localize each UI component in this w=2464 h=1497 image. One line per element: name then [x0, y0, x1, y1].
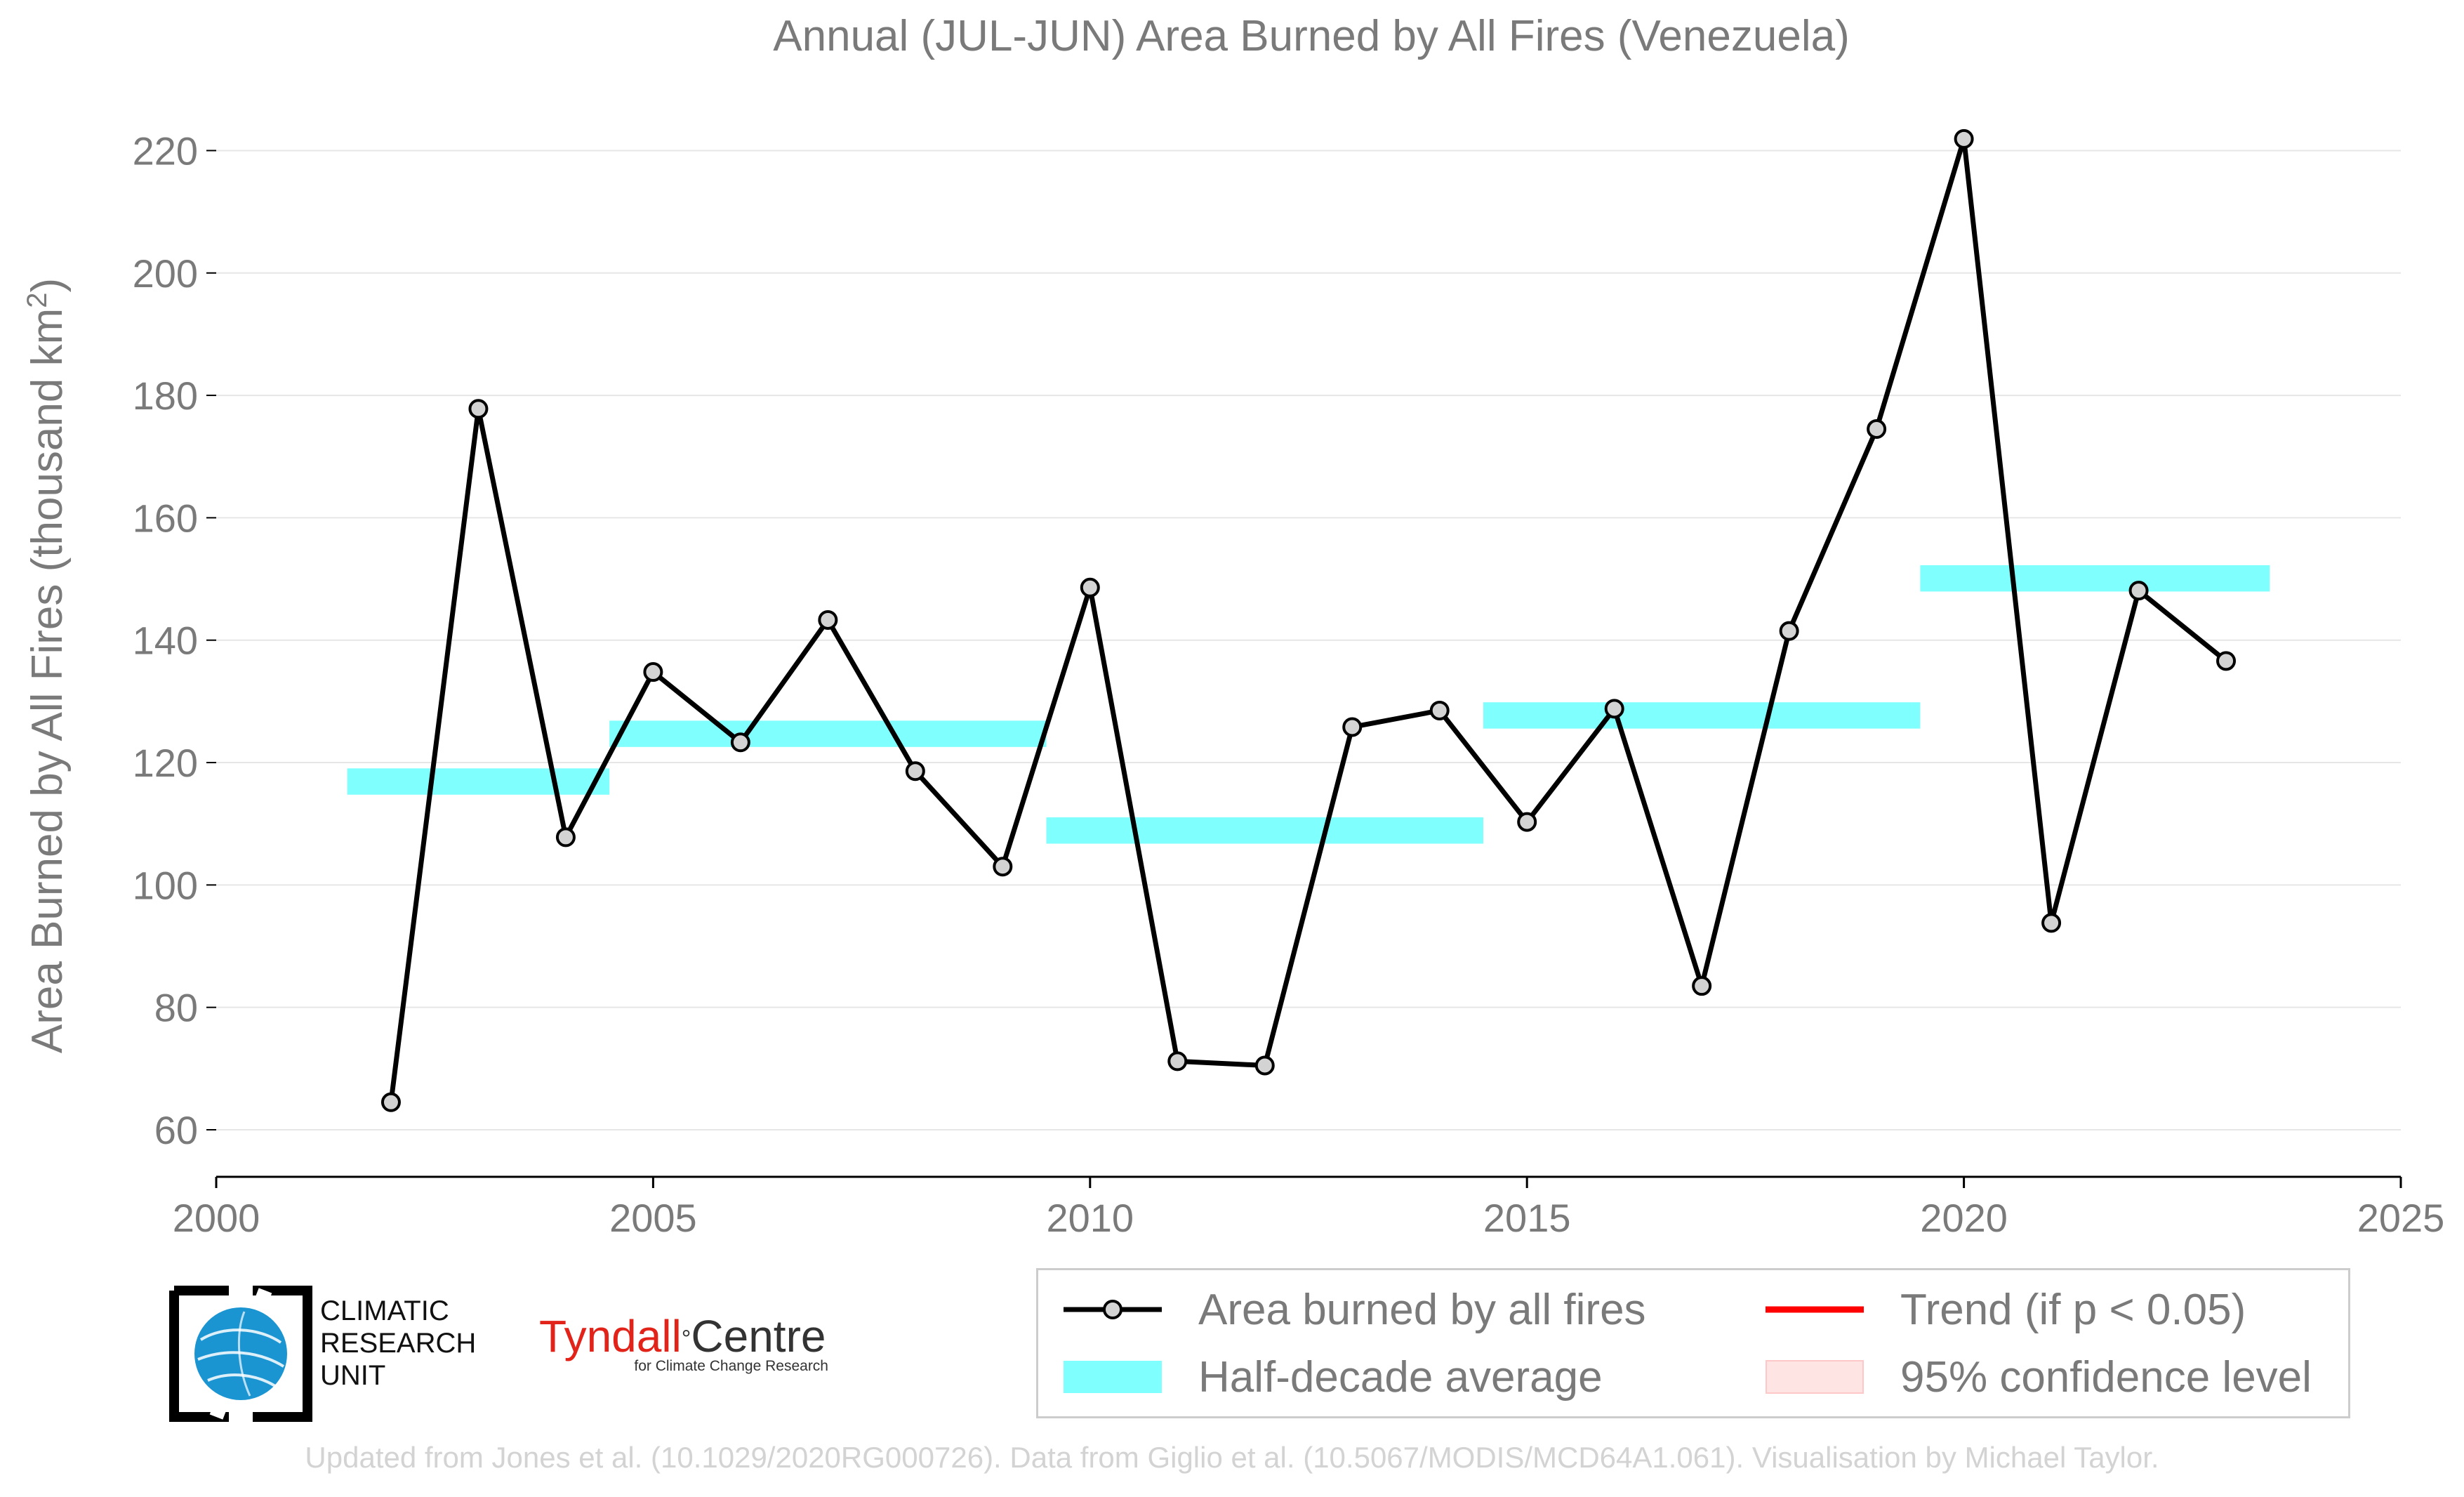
tyndall-centre: Centre	[691, 1311, 826, 1361]
cru-text-line1: CLIMATIC	[320, 1295, 449, 1326]
chart-title: Annual (JUL-JUN) Area Burned by All Fire…	[773, 12, 1849, 60]
data-point-2002	[380, 1092, 401, 1112]
data-point-2011	[1167, 1051, 1188, 1071]
legend: Area burned by all fires Trend (if p < 0…	[1036, 1268, 2350, 1418]
data-point-2014	[1429, 700, 1450, 720]
y-tick-label-100: 100	[133, 863, 198, 907]
data-point-2019	[1867, 419, 1887, 440]
legend-item-confidence: 95% confidence level	[1766, 1349, 2312, 1405]
legend-trend-line-icon	[1766, 1306, 1864, 1313]
legend-item-trend: Trend (if p < 0.05)	[1766, 1281, 2246, 1338]
data-point-2021	[2041, 913, 2062, 933]
data-point-2018	[1779, 621, 1799, 641]
y-tick-label-180: 180	[133, 374, 198, 418]
data-point-2015	[1517, 812, 1537, 832]
legend-confidence-band-icon	[1766, 1360, 1864, 1394]
gridlines	[216, 150, 2401, 1130]
x-tick-label-2020: 2020	[1920, 1196, 2008, 1240]
tyndall-name: Tyndall	[539, 1311, 682, 1361]
legend-line-marker-icon	[1064, 1300, 1162, 1319]
data-point-2010	[1080, 577, 1100, 598]
tyndall-wordmark: Tyndall°Centre	[539, 1312, 834, 1361]
legend-label-area-burned: Area burned by all fires	[1198, 1285, 1646, 1334]
y-axis-label-end: )	[23, 278, 72, 293]
half-decade-average-bands	[347, 565, 2270, 844]
x-tick-label-2025: 2025	[2357, 1196, 2445, 1240]
data-point-2017	[1692, 976, 1712, 996]
y-tick-label-160: 160	[133, 496, 198, 540]
data-point-2012	[1254, 1055, 1275, 1076]
data-point-2008	[905, 761, 925, 782]
cru-globe-icon	[169, 1286, 312, 1422]
x-tick-label-2000: 2000	[173, 1196, 260, 1240]
x-tick-label-2005: 2005	[609, 1196, 697, 1240]
data-point-2007	[818, 609, 838, 630]
x-axis: 2000 2005 2010 2015 2020 2025	[173, 1175, 2445, 1240]
cru-text-line3: UNIT	[320, 1360, 386, 1391]
legend-label-half-decade: Half-decade average	[1198, 1352, 1603, 1402]
data-point-2009	[993, 857, 1013, 877]
y-axis: 60 80 100 120 140 160 180 200 220	[133, 128, 216, 1152]
data-point-2013	[1342, 717, 1363, 737]
cru-text-line2: RESEARCH	[320, 1328, 477, 1359]
data-point-2006	[730, 732, 750, 753]
y-tick-label-200: 200	[133, 251, 198, 296]
x-tick-label-2010: 2010	[1047, 1196, 1134, 1240]
data-point-2005	[643, 662, 663, 682]
tyndall-logo: Tyndall°Centre for Climate Change Resear…	[539, 1312, 834, 1375]
y-axis-label: Area Burned by All Fires (thousand km2)	[22, 278, 72, 1053]
cru-logo-text: CLIMATIC RESEARCH UNIT	[320, 1295, 476, 1392]
legend-label-confidence: 95% confidence level	[1900, 1352, 2312, 1402]
y-tick-label-220: 220	[133, 128, 198, 173]
data-point-2022	[2128, 581, 2149, 601]
legend-item-area-burned: Area burned by all fires	[1064, 1281, 1646, 1338]
chart: Annual (JUL-JUN) Area Burned by All Fire…	[22, 12, 2445, 1240]
half-decade-band-5	[1920, 565, 2270, 592]
half-decade-band-4	[1483, 702, 1921, 729]
y-tick-label-80: 80	[154, 986, 198, 1030]
y-tick-label-120: 120	[133, 741, 198, 785]
half-decade-band-1	[347, 768, 610, 795]
legend-label-trend: Trend (if p < 0.05)	[1900, 1285, 2246, 1334]
half-decade-band-3	[1046, 817, 1483, 844]
y-axis-label-sup: 2	[22, 293, 53, 308]
data-point-2023	[2216, 651, 2237, 671]
legend-band-icon	[1064, 1361, 1162, 1393]
x-tick-label-2015: 2015	[1483, 1196, 1571, 1240]
tyndall-subtitle: for Climate Change Research	[634, 1358, 828, 1374]
y-tick-label-60: 60	[154, 1108, 198, 1152]
tyndall-degree: °	[681, 1326, 691, 1352]
data-point-2003	[468, 399, 489, 419]
legend-item-half-decade: Half-decade average	[1064, 1349, 1603, 1405]
data-series	[380, 128, 2237, 1112]
cru-logo: CLIMATIC RESEARCH UNIT	[167, 1284, 504, 1424]
half-decade-band-2	[609, 720, 1047, 747]
data-point-2020	[1954, 128, 1974, 149]
series-line	[388, 136, 2229, 1105]
data-point-2004	[555, 827, 576, 848]
y-tick-label-140: 140	[133, 619, 198, 663]
footer-credits: Updated from Jones et al. (10.1029/2020R…	[305, 1441, 2159, 1474]
data-point-2016	[1604, 699, 1624, 719]
y-axis-label-main: Area Burned by All Fires (thousand km	[23, 308, 72, 1053]
